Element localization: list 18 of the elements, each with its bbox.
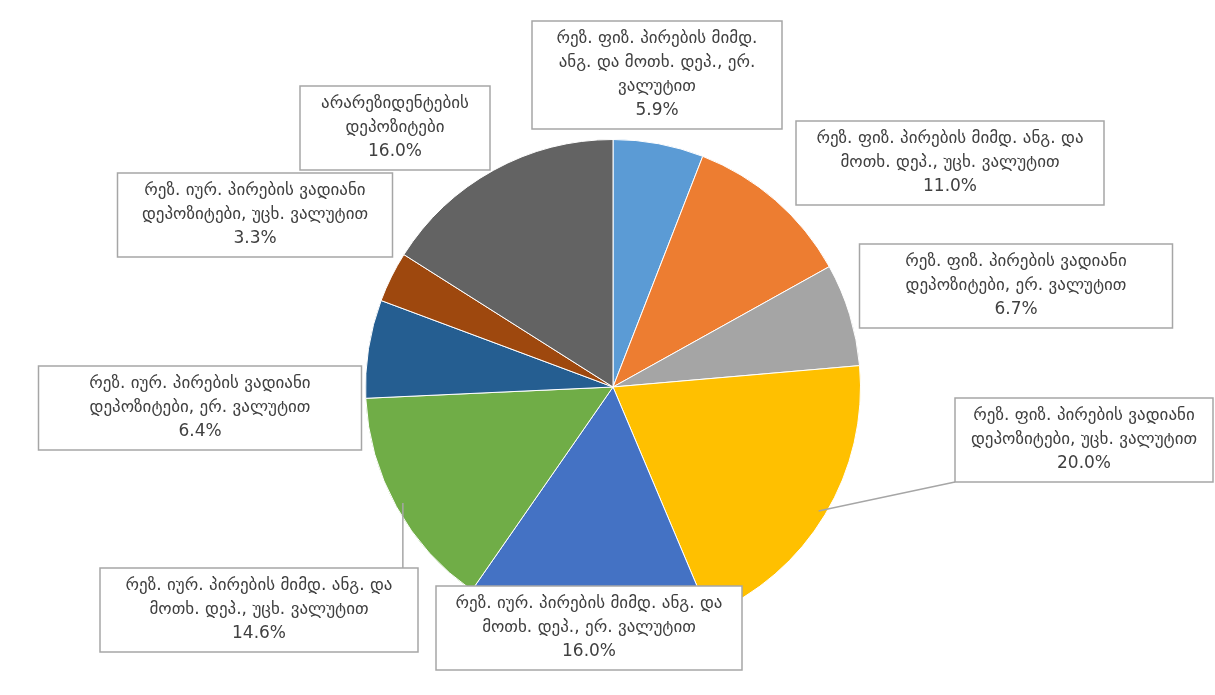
data-label: 16.0% [367, 140, 423, 161]
data-label: 5.9% [635, 99, 679, 120]
data-label: 6.7% [994, 298, 1038, 319]
data-label: 14.6% [231, 622, 287, 643]
slice-label: რეზ. ფიზ. პირების ვადიანი დეპოზიტები, ერ. ვალუტით [905, 250, 1127, 295]
slice-label: რეზ. იურ. პირების ვადიანი დეპოზიტები, უცხ. ვალუტით [141, 179, 369, 224]
slice-label: რეზ. იურ. პირების მიმდ. ანგ. და მოთხ. დეპ., ერ. ვალუტით [455, 592, 723, 637]
data-label: 3.3% [233, 227, 277, 248]
slice-label: რეზ. ფიზ. პირების მიმდ. ანგ. და მოთხ. დეპ., უცხ. ვალუტით [816, 127, 1084, 172]
data-label: 20.0% [1056, 452, 1112, 473]
data-label: 16.0% [561, 640, 617, 661]
data-label: 6.4% [178, 420, 222, 441]
data-label: 11.0% [922, 175, 978, 196]
slice-label: რეზ. იურ. პირების ვადიანი დეპოზიტები, ერ. ვალუტით [89, 372, 311, 417]
slice-label: რეზ. ფიზ. პირების მიმდ. ანგ. და მოთხ. დეპ., ერ. ვალუტით [556, 27, 758, 96]
slice-label: რეზ. იურ. პირების მიმდ. ანგ. და მოთხ. დეპ., უცხ. ვალუტით [125, 574, 393, 619]
slice-label: არარეზიდენტების დეპოზიტები [321, 92, 470, 137]
slice-label: რეზ. ფიზ. პირების ვადიანი დეპოზიტები, უცხ. ვალუტით [970, 404, 1198, 449]
